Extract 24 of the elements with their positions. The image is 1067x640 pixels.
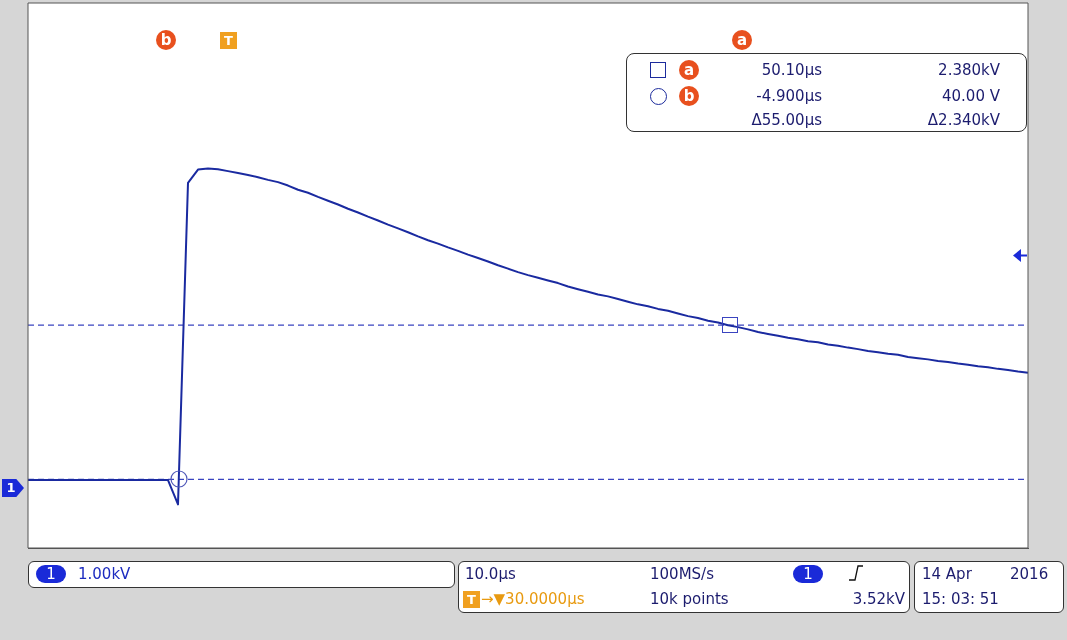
text: b [156,30,176,50]
text: Δ2.340kV [926,111,1000,129]
text: 1.00kV [78,565,131,583]
text: a [732,30,752,50]
text: 15: 03: 51 [922,590,999,608]
text: 10.0µs [465,565,516,583]
text: →▼30.0000µs [481,590,585,608]
text: T [220,32,237,49]
text: -4.900µs [755,87,822,105]
text: 50.10µs [760,61,822,79]
text: 1 [2,479,24,497]
text: b [679,86,699,106]
text: 2016 [1010,565,1049,583]
text: 40.00 V [941,87,1000,105]
text: 2.380kV [937,61,1000,79]
text: 100MS/s [650,565,714,583]
text: T [463,591,480,608]
text: 10k points [650,590,729,608]
text: 14 Apr [922,565,972,583]
text: 1 [36,565,66,583]
text: Δ55.00µs [750,111,822,129]
text: a [679,60,699,80]
text: 3.52kV [851,590,905,608]
text: 1 [793,565,823,583]
